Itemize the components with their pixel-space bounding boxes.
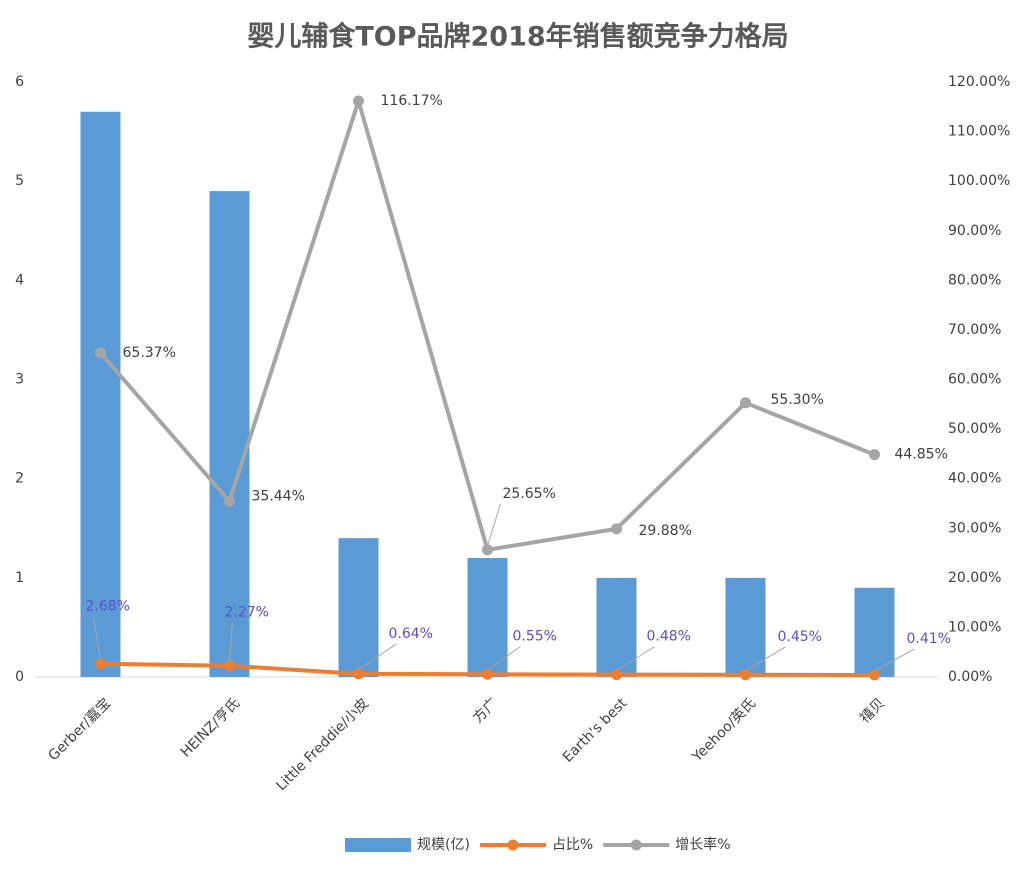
point xyxy=(611,523,622,535)
y2-tick-label: 120.00% xyxy=(948,74,1010,90)
point xyxy=(95,658,106,670)
leader-line xyxy=(229,622,233,662)
point xyxy=(482,544,493,556)
data-label: 2.68% xyxy=(86,599,130,615)
y2-tick-label: 60.00% xyxy=(948,372,1001,388)
bar xyxy=(338,538,379,677)
y-tick-label: 1 xyxy=(15,570,24,586)
y2-tick-label: 80.00% xyxy=(948,272,1001,288)
leader-line xyxy=(487,503,501,546)
legend-swatch xyxy=(507,839,519,851)
data-label: 35.44% xyxy=(252,488,305,504)
legend-label: 规模(亿) xyxy=(417,837,470,853)
y2-tick-label: 20.00% xyxy=(948,570,1001,586)
data-label: 55.30% xyxy=(771,392,824,408)
data-label: 44.85% xyxy=(895,447,948,463)
y2-tick-label: 50.00% xyxy=(948,421,1001,437)
y2-tick-label: 110.00% xyxy=(948,124,1010,140)
y-tick-label: 4 xyxy=(15,272,24,288)
y-tick-label: 6 xyxy=(15,74,24,90)
point xyxy=(482,668,493,680)
data-label: 0.64% xyxy=(389,626,433,642)
y2-tick-label: 100.00% xyxy=(948,173,1010,189)
legend-swatch xyxy=(630,839,642,851)
data-label: 25.65% xyxy=(503,486,556,502)
point xyxy=(869,669,880,681)
y-tick-label: 3 xyxy=(15,372,24,388)
y-tick-label: 0 xyxy=(15,669,24,685)
bar xyxy=(596,577,637,677)
leader-line xyxy=(745,646,786,672)
leader-line xyxy=(487,645,521,671)
y-tick-label: 2 xyxy=(15,471,24,487)
point xyxy=(740,397,751,409)
point xyxy=(224,660,235,672)
bar xyxy=(467,558,508,677)
bar xyxy=(80,111,121,677)
leader-line xyxy=(93,616,101,660)
data-label: 0.48% xyxy=(647,629,691,645)
y2-tick-label: 40.00% xyxy=(948,471,1001,487)
y2-tick-label: 10.00% xyxy=(948,619,1001,635)
y2-tick-label: 70.00% xyxy=(948,322,1001,338)
legend-swatch xyxy=(345,838,411,852)
bar xyxy=(209,191,250,678)
data-label: 0.41% xyxy=(907,631,951,647)
bar xyxy=(854,587,895,677)
data-label: 65.37% xyxy=(123,345,176,361)
data-label: 2.27% xyxy=(225,605,269,621)
point xyxy=(224,495,235,507)
point xyxy=(611,669,622,681)
data-label: 0.45% xyxy=(778,629,822,645)
point xyxy=(740,669,751,681)
data-label: 116.17% xyxy=(381,93,443,109)
leader-line xyxy=(874,648,915,672)
leader-line xyxy=(358,643,397,671)
point xyxy=(869,449,880,461)
data-label: 0.55% xyxy=(513,628,557,644)
legend-label: 增长率% xyxy=(675,836,730,853)
leader-line xyxy=(616,646,655,672)
legend-label: 占比% xyxy=(552,837,593,853)
y2-tick-label: 90.00% xyxy=(948,223,1001,239)
y2-tick-label: 30.00% xyxy=(948,520,1001,536)
y2-tick-label: 0.00% xyxy=(948,669,992,685)
chart-title: 婴儿辅食TOP品牌2018年销售额竞争力格局 xyxy=(247,21,788,53)
data-label: 29.88% xyxy=(639,523,692,539)
point xyxy=(353,668,364,680)
bar xyxy=(725,577,766,677)
point xyxy=(353,95,364,107)
point xyxy=(95,347,106,359)
y-tick-label: 5 xyxy=(15,173,24,189)
